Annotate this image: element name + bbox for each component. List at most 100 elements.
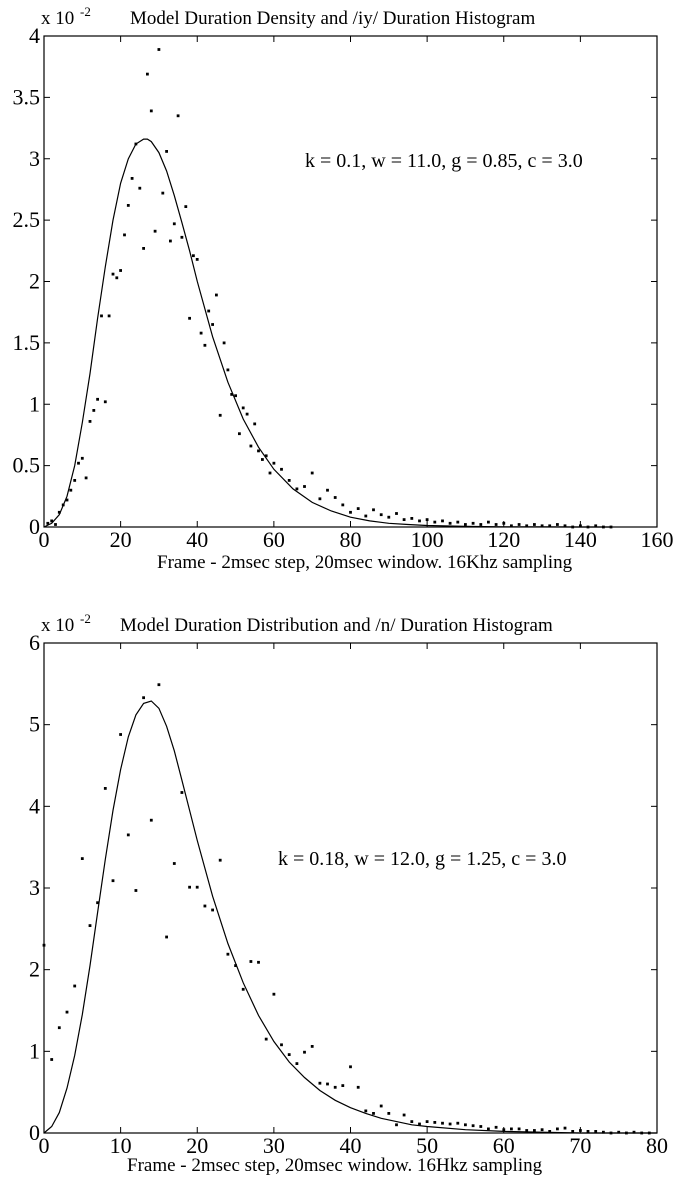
histogram-point <box>84 476 88 480</box>
histogram-point <box>310 1045 314 1048</box>
histogram-point <box>103 400 107 404</box>
histogram-point <box>172 862 176 865</box>
histogram-point <box>303 485 306 488</box>
y-scale-exponent: -2 <box>80 611 91 626</box>
histogram-point <box>295 1062 299 1065</box>
histogram-point <box>222 341 226 345</box>
histogram-point <box>161 191 165 195</box>
histogram-point <box>142 247 145 250</box>
histogram-point <box>253 422 257 426</box>
histogram-point <box>525 1129 529 1132</box>
histogram-point <box>318 497 322 501</box>
histogram-point <box>494 523 498 526</box>
histogram-point <box>341 1084 345 1087</box>
histogram-point <box>107 314 111 318</box>
histogram-point <box>510 1127 513 1131</box>
histogram-point <box>540 1128 544 1132</box>
histogram-point <box>203 343 207 347</box>
histogram-point <box>192 254 195 258</box>
histogram-point <box>50 519 54 523</box>
x-tick-label: 140 <box>564 527 597 552</box>
histogram-point <box>364 514 368 518</box>
histogram-point <box>130 177 134 180</box>
histogram-point <box>88 420 92 423</box>
histogram-point <box>157 48 161 51</box>
histogram-point <box>410 1120 414 1123</box>
chart-n-duration: x 10 -2 Model Duration Distribution and … <box>29 611 668 1176</box>
histogram-point <box>517 1127 521 1131</box>
y-scale-prefix: x 10 <box>41 8 74 29</box>
y-tick-label: 4 <box>29 793 40 818</box>
histogram-point <box>364 1109 368 1113</box>
y-tick-label: 3 <box>29 875 40 900</box>
histogram-point <box>479 1125 483 1128</box>
histogram-point <box>188 885 191 889</box>
histogram-point <box>80 456 84 460</box>
histogram-point <box>138 186 142 190</box>
histogram-point <box>257 449 260 453</box>
histogram-point <box>257 960 260 964</box>
histogram-point <box>77 461 80 465</box>
x-tick-label: 80 <box>340 527 362 552</box>
histogram-point <box>471 1124 475 1128</box>
y-tick-label: 2 <box>29 269 40 294</box>
x-tick-label: 50 <box>416 1133 438 1158</box>
histogram-point <box>533 1129 536 1132</box>
histogram-point <box>126 833 130 837</box>
histogram-point <box>268 471 272 475</box>
histogram-point <box>123 233 126 237</box>
histogram-point <box>310 471 314 475</box>
histogram-point <box>46 521 50 525</box>
histogram-point <box>425 1120 429 1123</box>
x-tick-label: 100 <box>411 527 444 552</box>
x-tick-label: 40 <box>340 1133 362 1158</box>
histogram-point <box>264 1037 268 1041</box>
x-tick-label: 160 <box>641 527 674 552</box>
histogram-point <box>215 293 218 297</box>
histogram-point <box>119 269 122 272</box>
histogram-point <box>326 488 329 492</box>
x-tick-label: 30 <box>263 1133 285 1158</box>
histogram-point <box>61 503 65 507</box>
histogram-point <box>471 521 475 525</box>
histogram-point <box>333 1085 337 1089</box>
histogram-point <box>602 525 605 529</box>
histogram-point <box>609 1131 613 1135</box>
histogram-point <box>379 513 383 517</box>
histogram-point <box>180 235 184 239</box>
histogram-point <box>65 1010 69 1014</box>
y-tick-label: 6 <box>29 630 40 655</box>
y-tick-label: 1 <box>29 1038 40 1063</box>
x-tick-label: 60 <box>493 1133 515 1158</box>
x-tick-label: 20 <box>186 1133 208 1158</box>
histogram-point <box>387 515 391 519</box>
histogram-point <box>410 517 414 520</box>
histogram-point <box>548 524 552 528</box>
histogram-point <box>230 393 234 396</box>
histogram-point <box>456 520 460 524</box>
annotation-params: k = 0.18, w = 12.0, g = 1.25, c = 3.0 <box>278 848 566 870</box>
y-tick-label: 1.5 <box>13 330 41 355</box>
histogram-point <box>487 520 490 524</box>
chart-iy-duration: x 10 -2 Model Duration Density and /iy/ … <box>13 4 674 573</box>
histogram-point <box>349 510 352 514</box>
histogram-point <box>211 908 214 912</box>
histogram-point <box>594 524 598 528</box>
histogram-point <box>226 368 230 372</box>
histogram-point <box>326 1082 329 1086</box>
histogram-point <box>479 523 483 526</box>
histogram-point <box>395 512 398 515</box>
histogram-point <box>92 409 96 412</box>
histogram-point <box>54 523 57 526</box>
histogram-point <box>211 323 214 326</box>
histogram-point <box>448 1122 452 1126</box>
histogram-point <box>73 479 77 482</box>
y-tick-label: 3.5 <box>13 84 41 109</box>
x-axis-label: Frame - 2msec step, 20msec window. 16Khz… <box>157 552 573 573</box>
histogram-point <box>425 518 429 521</box>
histogram-point <box>502 1128 506 1132</box>
histogram-point <box>640 1131 644 1135</box>
model-density-curve <box>43 700 657 1134</box>
histogram-point <box>100 314 103 318</box>
histogram-point <box>280 1043 283 1047</box>
